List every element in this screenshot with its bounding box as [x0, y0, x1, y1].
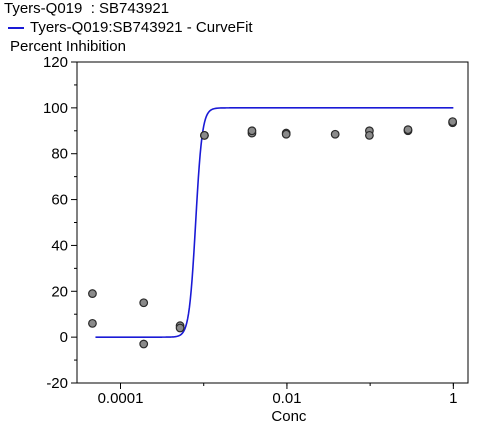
x-axis-label: Conc [271, 408, 307, 421]
data-point [330, 129, 340, 139]
legend: Tyers-Q019:SB743921 - CurveFit [8, 19, 253, 36]
data-point [139, 298, 149, 308]
y-tick-label: 0 [60, 329, 68, 346]
y-tick-label: 20 [51, 283, 68, 300]
data-point [139, 339, 149, 349]
y-axis-label: Percent Inhibition [10, 38, 126, 55]
data-point [175, 323, 185, 333]
y-tick-label: 100 [43, 100, 68, 117]
data-point [88, 289, 97, 298]
data-point [448, 117, 458, 127]
legend-label: Tyers-Q019:SB743921 - CurveFit [30, 19, 253, 36]
data-point [88, 318, 97, 328]
y-tick-label: 60 [51, 192, 68, 209]
data-point [281, 129, 291, 139]
data-point [365, 130, 374, 140]
x-tick-label: 1 [449, 390, 457, 407]
x-tick-label: 0.0001 [98, 390, 144, 407]
data-point [200, 130, 209, 140]
fit-curve-line [95, 107, 454, 338]
y-tick-label: -20 [46, 375, 68, 392]
plot-frame [76, 61, 469, 384]
y-tick-label: 120 [43, 54, 68, 71]
data-point [247, 126, 257, 136]
y-tick-label: 80 [51, 146, 68, 163]
y-tick-label: 40 [51, 237, 68, 254]
chart-title: Tyers-Q019 : SB743921 [4, 0, 170, 17]
x-tick-label: 0.01 [272, 390, 301, 407]
legend-line-swatch [8, 26, 24, 29]
data-point [403, 125, 413, 135]
